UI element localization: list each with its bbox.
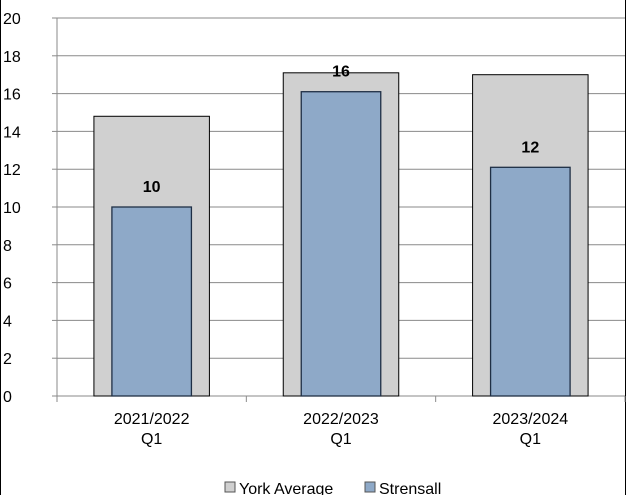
- bar-strensall: [300, 91, 382, 397]
- y-tick-label: 10: [3, 200, 21, 217]
- data-label: 12: [521, 139, 539, 156]
- legend-label: Strensall: [379, 481, 441, 495]
- y-tick-label: 2: [3, 351, 12, 368]
- x-category-label: 2021/2022: [114, 411, 190, 428]
- x-category-label: Q1: [520, 431, 541, 448]
- y-tick-label: 8: [3, 238, 12, 255]
- legend-swatch: [224, 481, 236, 493]
- legend: York Average Strensall: [224, 481, 441, 495]
- data-label: 10: [143, 179, 161, 196]
- x-category-label: Q1: [141, 431, 162, 448]
- y-tick-label: 14: [3, 124, 21, 141]
- legend-label: York Average: [239, 481, 333, 495]
- legend-swatch: [364, 481, 376, 493]
- bar-strensall: [489, 166, 571, 397]
- y-tick-label: 20: [3, 11, 21, 28]
- y-tick-label: 16: [3, 87, 21, 104]
- x-category-label: 2022/2023: [303, 411, 379, 428]
- y-tick-label: 12: [3, 162, 21, 179]
- bars: [93, 72, 589, 397]
- y-tick-label: 0: [3, 389, 12, 406]
- data-label: 16: [332, 64, 350, 81]
- axes: 0 2 4 6 8 10 12 14 16 18 20: [3, 11, 626, 406]
- y-tick-label: 18: [3, 49, 21, 66]
- labels: 10 2021/2022 Q1 16 2022/2023 Q1 12 2023/2024 Q1: [114, 64, 568, 448]
- y-tick-label: 6: [3, 276, 12, 293]
- bar-strensall: [111, 206, 193, 397]
- y-tick-label: 4: [3, 313, 12, 330]
- x-category-label: Q1: [330, 431, 351, 448]
- x-category-label: 2023/2024: [493, 411, 569, 428]
